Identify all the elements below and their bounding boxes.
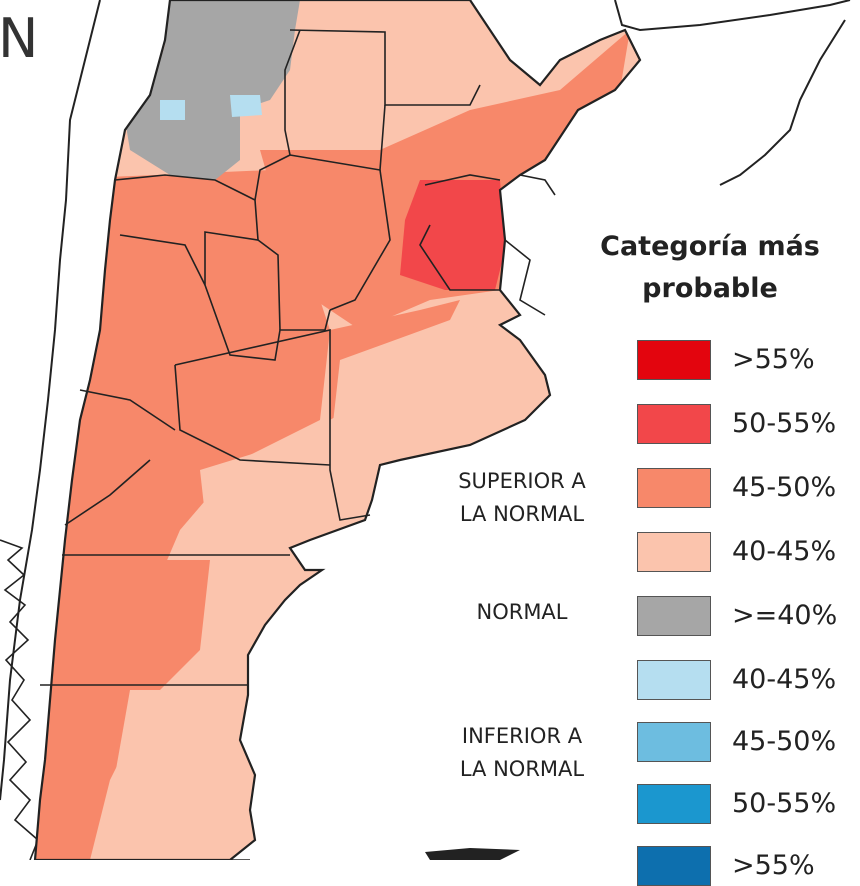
legend-swatch (637, 846, 711, 886)
legend-label: >55% (732, 344, 815, 375)
legend-title: Categoría más probable (560, 226, 860, 310)
superior-line1: SUPERIOR A (458, 469, 586, 493)
north-letter: N (0, 7, 39, 70)
superior-line2: LA NORMAL (459, 502, 585, 526)
inferior-line2: LA NORMAL (459, 757, 585, 781)
brazil-coast (614, 0, 851, 186)
chile-islands (0, 539, 39, 860)
legend-title-line2: probable (642, 273, 778, 304)
legend-swatch (637, 404, 711, 444)
legend-label: 40-45% (732, 664, 837, 695)
inferior-line1: INFERIOR A (461, 724, 583, 748)
normal-group-label: NORMAL (432, 596, 612, 629)
legend-swatch (637, 784, 711, 824)
legend-swatch (637, 532, 711, 572)
inferior-group-label: INFERIOR A LA NORMAL (432, 720, 612, 786)
legend-label: 45-50% (732, 726, 837, 757)
province-boundaries (35, 29, 501, 860)
legend-label: >=40% (732, 600, 838, 631)
legend-label: 45-50% (732, 472, 837, 503)
legend-label: 50-55% (732, 408, 837, 439)
chile-outline (0, 0, 101, 801)
legend-label: 50-55% (732, 788, 837, 819)
legend-swatch (637, 468, 711, 508)
superior-group-label: SUPERIOR A LA NORMAL (432, 465, 612, 531)
legend-swatch (637, 722, 711, 762)
legend-swatch (637, 340, 711, 380)
uruguay-coast (504, 174, 556, 316)
island-bottom (425, 848, 520, 860)
probability-raster (35, 0, 640, 860)
legend-label: >55% (732, 850, 815, 881)
legend-label: 40-45% (732, 536, 837, 567)
argentina-probability-map (0, 0, 851, 860)
legend-swatch (637, 660, 711, 700)
legend-swatch (637, 596, 711, 636)
normal-label: NORMAL (476, 600, 568, 624)
legend-title-line1: Categoría más (600, 231, 820, 262)
